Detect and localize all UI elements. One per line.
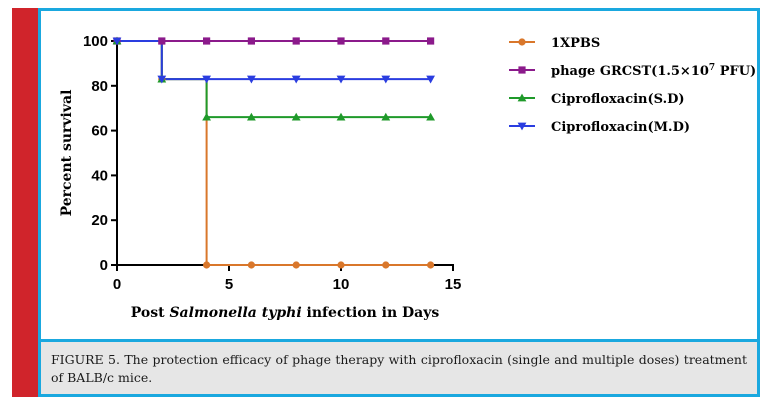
data-point xyxy=(426,112,435,121)
legend-marker xyxy=(518,38,526,46)
data-point xyxy=(336,75,346,84)
x-tick-label: 10 xyxy=(333,276,350,293)
y-tick-label: 0 xyxy=(100,257,108,274)
data-point xyxy=(292,37,300,45)
legend-label: 1XPBS xyxy=(551,36,600,51)
data-point xyxy=(202,112,211,121)
data-point xyxy=(202,75,211,84)
chart-panel: 0 20 40 60 80 100 0 5 10 15 Percent survival Post S… xyxy=(41,11,757,339)
data-point xyxy=(292,261,300,269)
legend-marker xyxy=(517,93,527,102)
y-tick-label: 60 xyxy=(91,123,108,140)
data-point xyxy=(158,37,166,45)
data-point xyxy=(203,37,211,45)
data-point xyxy=(427,261,435,269)
data-point xyxy=(247,112,256,121)
y-tick-label: 100 xyxy=(83,33,108,50)
data-point xyxy=(247,75,256,84)
x-tick-label: 5 xyxy=(225,276,233,293)
series-line xyxy=(117,40,431,266)
legend-label: phage GRCST(1.5×107 PFU) xyxy=(551,63,756,79)
x-axis-label: Post Salmonella typhi infection in Days xyxy=(131,305,440,321)
caption-divider xyxy=(41,339,757,342)
data-point xyxy=(382,37,390,45)
data-point xyxy=(382,261,390,269)
data-point xyxy=(203,261,211,269)
data-point xyxy=(337,261,345,269)
data-point xyxy=(381,75,391,84)
data-point xyxy=(247,37,255,45)
data-point xyxy=(291,75,301,84)
y-tick-label: 40 xyxy=(91,167,108,184)
legend-marker xyxy=(517,122,527,131)
accent-bar xyxy=(12,8,38,397)
figure-frame: 0 20 40 60 80 100 0 5 10 15 Percent survival Post S… xyxy=(38,8,760,397)
y-tick-label: 80 xyxy=(91,78,108,95)
data-point xyxy=(112,37,122,46)
x-tick-label: 0 xyxy=(113,276,121,293)
data-point xyxy=(291,112,301,121)
data-point xyxy=(427,37,435,45)
legend-label: Ciprofloxacin(S.D) xyxy=(551,92,685,107)
data-point xyxy=(247,261,255,269)
data-point xyxy=(337,37,345,45)
legend-label: Ciprofloxacin(M.D) xyxy=(551,120,690,135)
data-point xyxy=(336,112,346,121)
data-point xyxy=(157,75,167,84)
series-line xyxy=(117,40,431,81)
figure-caption: FIGURE 5. The protection efficacy of pha… xyxy=(41,342,757,394)
survival-chart: 0 20 40 60 80 100 0 5 10 15 Percent survival Post S… xyxy=(59,33,756,321)
data-point xyxy=(381,112,391,121)
data-point xyxy=(426,75,435,84)
x-tick-label: 15 xyxy=(445,276,462,293)
y-tick-label: 20 xyxy=(91,212,108,229)
legend-marker xyxy=(518,66,526,74)
y-axis-label: Percent survival xyxy=(59,90,75,217)
